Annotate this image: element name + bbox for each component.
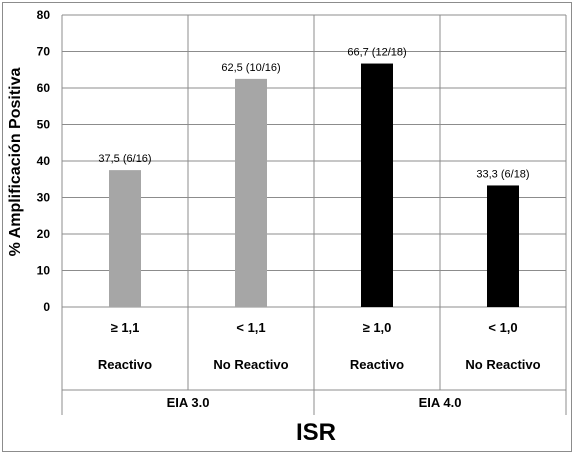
x-threshold-label: < 1,0 [488, 320, 517, 335]
x-category-label: No Reactivo [213, 357, 288, 372]
y-tick-label: 40 [37, 154, 51, 168]
y-tick-label: 60 [37, 81, 51, 95]
grid [61, 14, 567, 415]
y-tick-label: 10 [37, 264, 51, 278]
data-label: 37,5 (6/16) [98, 153, 151, 165]
data-labels: 37,5 (6/16) 62,5 (10/16) 66,7 (12/18) 33,3 … [98, 47, 529, 181]
data-label: 62,5 (10/16) [221, 62, 280, 74]
x-category-labels: ≥ 1,1 Reactivo < 1,1 No Reactivo ≥ 1,0 Reacti… [98, 320, 541, 410]
x-threshold-label: < 1,1 [236, 320, 265, 335]
x-group-label: EIA 3.0 [167, 395, 210, 410]
chart-frame [2, 2, 572, 452]
x-axis-title: ISR [296, 419, 336, 446]
x-group-label: EIA 4.0 [419, 395, 462, 410]
y-axis-title: % Amplificación Positiva [7, 68, 24, 257]
y-tick-label: 70 [37, 45, 51, 59]
x-category-label: Reactivo [350, 357, 404, 372]
bar [361, 63, 393, 307]
bar [109, 170, 141, 307]
x-category-label: No Reactivo [465, 357, 540, 372]
y-tick-labels: 0 10 20 30 40 50 60 70 80 [37, 8, 51, 314]
y-tick-label: 30 [37, 191, 51, 205]
y-tick-label: 0 [43, 300, 50, 314]
x-threshold-label: ≥ 1,1 [111, 320, 140, 335]
data-label: 66,7 (12/18) [347, 47, 406, 59]
x-category-label: Reactivo [98, 357, 152, 372]
data-label: 33,3 (6/18) [476, 168, 529, 180]
y-tick-label: 80 [37, 8, 51, 22]
y-tick-label: 50 [37, 118, 51, 132]
bars [109, 63, 519, 307]
y-tick-label: 20 [37, 227, 51, 241]
bar [235, 78, 267, 307]
bar [487, 185, 519, 307]
x-threshold-label: ≥ 1,0 [363, 320, 392, 335]
